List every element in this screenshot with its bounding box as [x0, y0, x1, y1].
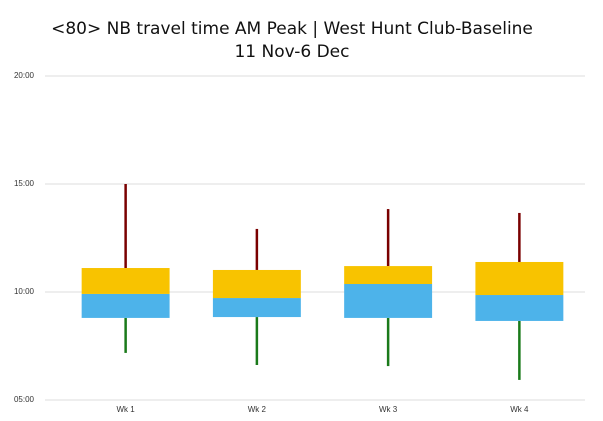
x-tick-label: Wk 3: [379, 405, 398, 414]
y-tick-label: 20:00: [14, 71, 35, 80]
y-tick-label: 15:00: [14, 179, 35, 188]
y-tick-label: 05:00: [14, 395, 35, 404]
y-tick-label: 10:00: [14, 287, 35, 296]
chart-title: <80> NB travel time AM Peak | West Hunt …: [51, 19, 533, 39]
chart-subtitle: 11 Nov-6 Dec: [234, 42, 349, 62]
x-tick-label: Wk 2: [248, 405, 267, 414]
upper-box: [475, 261, 564, 296]
lower-box: [212, 298, 301, 318]
lower-box: [81, 293, 170, 318]
upper-box: [344, 266, 433, 285]
lower-box: [344, 284, 433, 318]
x-tick-label: Wk 4: [510, 405, 529, 414]
upper-box: [212, 269, 301, 299]
x-tick-label: Wk 1: [117, 405, 136, 414]
lower-box: [475, 295, 564, 321]
upper-box: [81, 268, 170, 294]
